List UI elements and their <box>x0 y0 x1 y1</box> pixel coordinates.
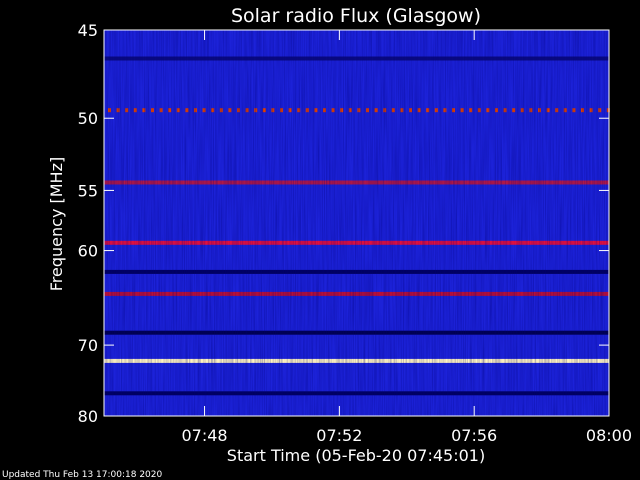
x-axis: 07:48 07:52 07:56 08:00 <box>181 30 632 445</box>
y-tick-label: 50 <box>78 109 98 128</box>
x-tick-label: 08:00 <box>586 426 632 445</box>
y-tick-label: 70 <box>78 336 98 355</box>
x-tick-label: 07:56 <box>451 426 497 445</box>
plot-area <box>103 29 610 417</box>
y-tick-label: 60 <box>78 242 98 261</box>
y-tick-label: 80 <box>78 407 98 426</box>
y-tick-label: 45 <box>78 21 98 40</box>
y-axis: 45 50 55 60 70 80 <box>78 21 609 426</box>
spectrogram-noise <box>104 30 609 416</box>
plot-frame <box>103 29 610 417</box>
x-axis-label: Start Time (05-Feb-20 07:45:01) <box>227 446 485 465</box>
y-axis-label: Frequency [MHz] <box>47 157 66 291</box>
x-tick-label: 07:48 <box>181 426 227 445</box>
chart-title: Solar radio Flux (Glasgow) <box>231 5 481 27</box>
update-timestamp: Updated Thu Feb 13 17:00:18 2020 <box>2 470 163 480</box>
y-tick-label: 55 <box>78 181 98 200</box>
x-tick-label: 07:52 <box>316 426 362 445</box>
